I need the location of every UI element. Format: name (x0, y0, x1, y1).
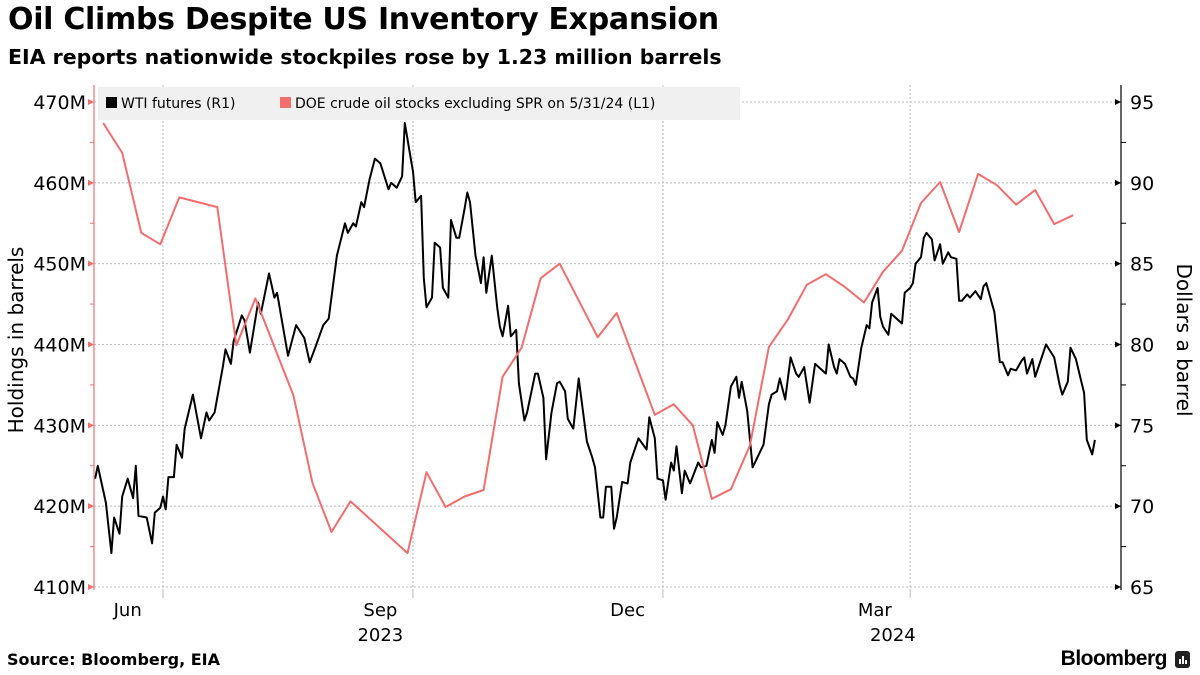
legend-background (98, 87, 740, 120)
right-tick-label: 85 (1130, 254, 1154, 276)
x-tick-label: Sep (363, 600, 397, 621)
left-major-tick (88, 341, 94, 348)
left-major-tick (88, 179, 94, 186)
right-major-tick (1115, 179, 1121, 186)
left-major-tick (88, 584, 94, 590)
x-tick-label: Jun (113, 600, 142, 621)
legend-swatch-doe (280, 97, 291, 108)
right-tick-label: 80 (1130, 335, 1154, 357)
source-note: Source: Bloomberg, EIA (7, 650, 220, 669)
right-tick-label: 65 (1130, 577, 1154, 599)
right-major-tick (1115, 503, 1121, 510)
right-tick-label: 70 (1130, 496, 1154, 518)
legend-label-wti: WTI futures (R1) (121, 96, 236, 112)
right-major-tick (1115, 260, 1121, 267)
right-major-tick (1115, 584, 1121, 590)
left-major-tick (88, 422, 94, 429)
right-tick-label: 95 (1130, 92, 1154, 114)
right-axis-title: Dollars a barrel (1172, 263, 1196, 416)
doe-crude-stocks-line (102, 122, 1074, 555)
x-year-label: 2024 (870, 625, 916, 646)
left-tick-label: 450M (33, 254, 86, 276)
left-axis-title: Holdings in barrels (4, 247, 28, 434)
right-major-tick (1115, 341, 1121, 348)
wti-futures-line (94, 122, 1096, 555)
axes: 410M 420M 430M 440M 450M 460M 470M 65 70 75 80 85 90… (33, 85, 1154, 646)
left-major-tick (88, 503, 94, 510)
right-tick-label: 90 (1130, 173, 1154, 195)
series-lines (94, 122, 1096, 555)
left-tick-label: 440M (33, 335, 86, 357)
legend: WTI futures (R1) DOE crude oil stocks ex… (106, 96, 655, 112)
legend-label-doe: DOE crude oil stocks excluding SPR on 5/… (295, 96, 655, 112)
left-major-tick (88, 99, 94, 105)
left-tick-label: 470M (33, 92, 86, 114)
left-major-tick (88, 260, 94, 267)
right-tick-label: 75 (1130, 415, 1154, 437)
left-tick-label: 420M (33, 496, 86, 518)
left-tick-label: 430M (33, 415, 86, 437)
bloomberg-logo: Bloomberg (1061, 647, 1190, 671)
left-tick-label: 410M (33, 577, 86, 599)
legend-swatch-wti (106, 97, 117, 108)
x-year-label: 2023 (357, 625, 403, 646)
chart-title: Oil Climbs Despite US Inventory Expansio… (8, 2, 719, 37)
x-tick-label: Dec (610, 600, 645, 621)
left-tick-label: 460M (33, 173, 86, 195)
x-tick-label: Mar (858, 600, 893, 621)
right-major-tick (1115, 99, 1121, 105)
chart-subtitle: EIA reports nationwide stockpiles rose b… (8, 45, 722, 69)
bloomberg-chart-icon (1175, 650, 1190, 668)
right-major-tick (1115, 422, 1121, 429)
brand-name: Bloomberg (1060, 647, 1168, 670)
